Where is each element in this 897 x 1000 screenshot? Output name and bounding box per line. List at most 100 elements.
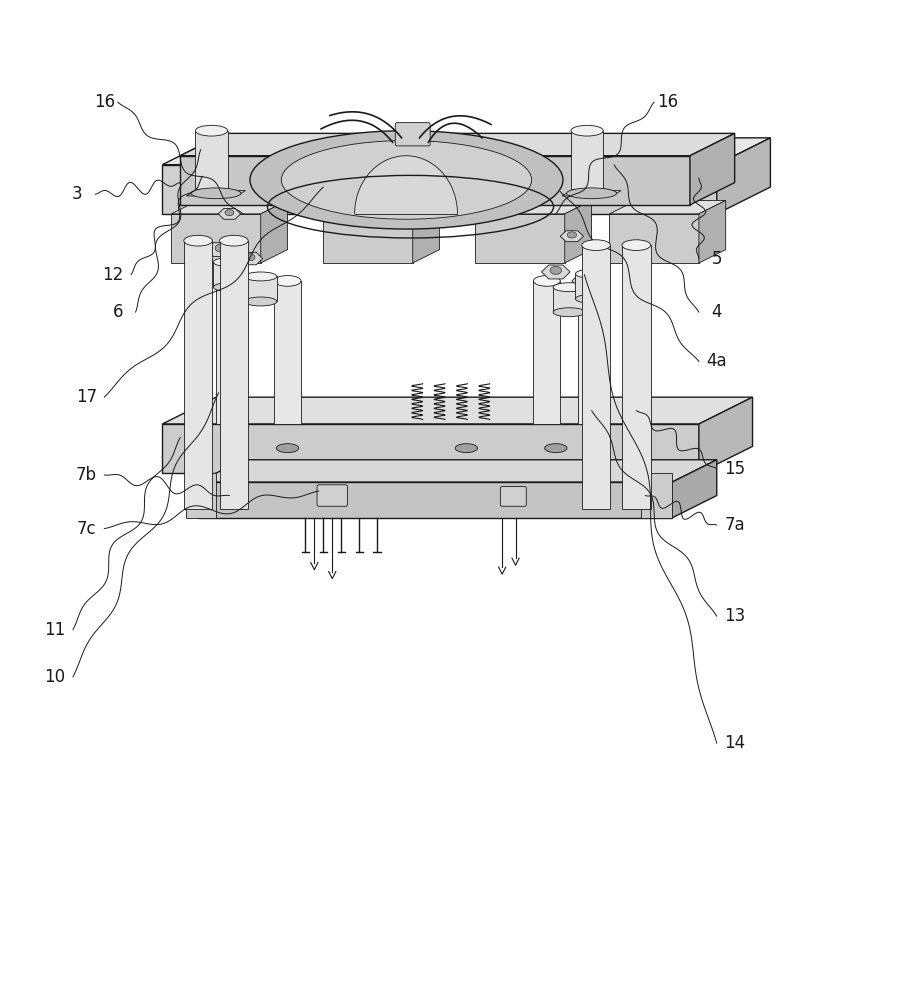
Text: 4: 4 [711,303,722,321]
Ellipse shape [184,235,213,246]
Ellipse shape [196,125,228,136]
Polygon shape [565,200,592,263]
Polygon shape [187,191,246,196]
Ellipse shape [245,297,277,306]
Polygon shape [609,214,699,263]
Ellipse shape [245,272,277,281]
Text: 11: 11 [45,621,65,639]
Ellipse shape [576,269,607,278]
Ellipse shape [579,276,589,283]
Text: 4a: 4a [707,352,727,370]
Polygon shape [717,138,771,214]
Polygon shape [609,200,726,214]
Text: 13: 13 [724,607,745,625]
Ellipse shape [225,209,234,216]
Polygon shape [198,482,672,518]
Ellipse shape [276,444,299,453]
Polygon shape [162,397,753,424]
Polygon shape [576,274,607,299]
Polygon shape [579,281,605,424]
Polygon shape [213,262,246,287]
Text: 3: 3 [72,185,83,203]
Ellipse shape [455,444,477,453]
Ellipse shape [220,235,248,246]
Polygon shape [238,252,263,265]
Polygon shape [261,200,288,263]
Polygon shape [216,281,243,424]
Polygon shape [218,208,240,219]
Polygon shape [699,200,726,263]
Text: 7c: 7c [76,520,96,538]
Polygon shape [562,191,621,196]
FancyBboxPatch shape [317,485,347,506]
Text: 12: 12 [102,266,124,284]
Polygon shape [323,214,413,263]
Polygon shape [171,200,288,214]
Polygon shape [245,276,277,301]
Ellipse shape [191,188,241,199]
Polygon shape [180,133,735,156]
Text: 14: 14 [724,734,745,752]
FancyBboxPatch shape [396,123,431,146]
Polygon shape [323,200,440,214]
Ellipse shape [567,188,616,199]
Text: 10: 10 [45,668,65,686]
Ellipse shape [550,266,562,274]
Ellipse shape [553,283,586,292]
Polygon shape [622,245,650,509]
Polygon shape [162,138,771,165]
Text: 7b: 7b [76,466,97,484]
Ellipse shape [576,294,607,303]
Polygon shape [582,245,610,509]
Text: 16: 16 [93,93,115,111]
Polygon shape [534,281,561,424]
Polygon shape [184,241,213,509]
Polygon shape [475,200,592,214]
Ellipse shape [245,254,255,261]
Text: 5: 5 [711,250,722,268]
Text: 15: 15 [724,460,745,478]
Polygon shape [220,241,248,509]
Polygon shape [572,275,597,287]
Ellipse shape [250,131,563,229]
Polygon shape [198,460,717,482]
Polygon shape [690,133,735,205]
Polygon shape [162,165,717,214]
Polygon shape [196,131,228,189]
Polygon shape [274,281,301,424]
Ellipse shape [567,232,577,238]
Ellipse shape [282,141,532,219]
Ellipse shape [544,444,567,453]
Ellipse shape [534,276,561,286]
Ellipse shape [582,240,610,251]
Polygon shape [571,131,603,189]
Ellipse shape [222,440,245,449]
Ellipse shape [274,276,301,286]
Ellipse shape [213,283,246,292]
Polygon shape [672,460,717,518]
Ellipse shape [571,125,603,136]
Polygon shape [180,156,690,205]
Polygon shape [475,214,565,263]
Text: 16: 16 [657,93,678,111]
Polygon shape [542,265,570,279]
Polygon shape [561,231,584,242]
Ellipse shape [216,276,243,286]
Polygon shape [171,214,261,263]
Ellipse shape [622,240,650,251]
Polygon shape [413,200,440,263]
Text: 17: 17 [75,388,97,406]
Ellipse shape [553,308,586,317]
Polygon shape [207,243,234,257]
Text: 7a: 7a [725,516,745,534]
Polygon shape [162,424,699,473]
Ellipse shape [215,244,226,252]
FancyBboxPatch shape [501,487,527,506]
Text: 6: 6 [112,303,123,321]
Ellipse shape [579,276,605,286]
Polygon shape [187,473,216,518]
Polygon shape [699,397,753,473]
Polygon shape [553,287,586,312]
Ellipse shape [213,258,246,267]
Polygon shape [640,473,672,518]
